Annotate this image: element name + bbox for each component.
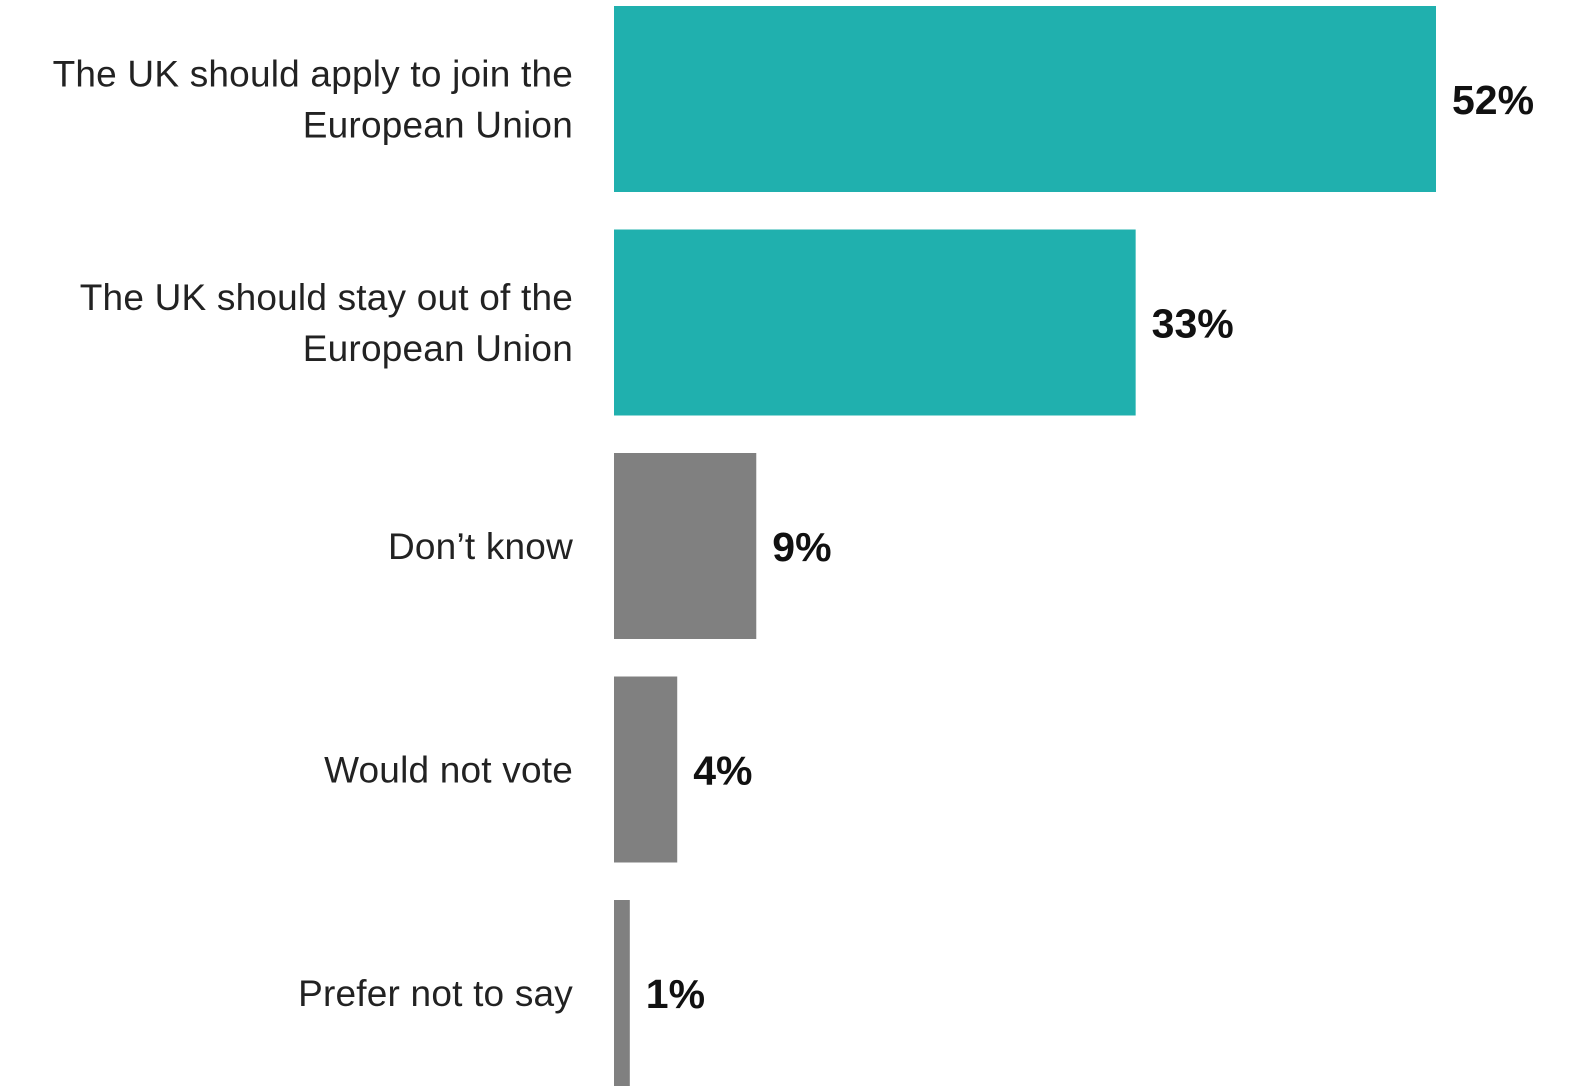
category-label-4: Prefer not to say bbox=[298, 973, 573, 1014]
category-label-line: European Union bbox=[303, 105, 573, 146]
category-label-line: Would not vote bbox=[324, 750, 573, 791]
category-label-3: Would not vote bbox=[324, 750, 573, 791]
value-label-2: 9% bbox=[772, 524, 831, 570]
category-label-line: European Union bbox=[303, 328, 573, 369]
category-label-line: Prefer not to say bbox=[298, 973, 573, 1014]
bar-0 bbox=[614, 6, 1436, 192]
bar-1 bbox=[614, 229, 1136, 416]
value-label-1: 33% bbox=[1152, 301, 1234, 347]
category-label-line: Don’t know bbox=[388, 526, 573, 567]
value-label-0: 52% bbox=[1452, 77, 1534, 123]
bar-2 bbox=[614, 453, 757, 639]
value-label-4: 1% bbox=[646, 971, 705, 1017]
bar-3 bbox=[614, 676, 678, 863]
category-label-line: The UK should apply to join the bbox=[53, 54, 573, 95]
value-label-3: 4% bbox=[693, 748, 752, 794]
bar-4 bbox=[614, 900, 630, 1086]
category-label-0: The UK should apply to join the European … bbox=[53, 54, 573, 146]
category-label-line: The UK should stay out of the bbox=[80, 277, 573, 318]
category-label-2: Don’t know bbox=[388, 526, 573, 567]
category-label-1: The UK should stay out of the European Un… bbox=[80, 277, 573, 369]
